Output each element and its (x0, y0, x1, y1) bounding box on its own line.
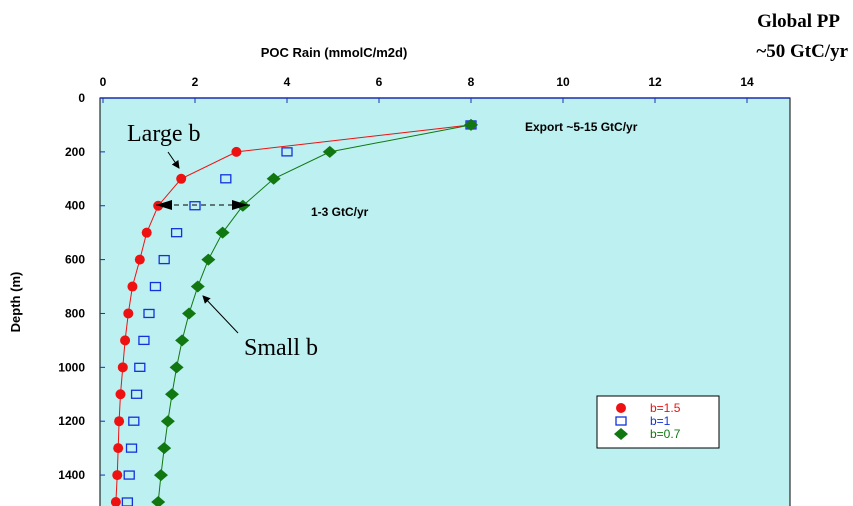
data-point-b=1.5 (113, 443, 124, 454)
data-point-b=1.5 (231, 146, 242, 157)
data-point-b=1.5 (114, 416, 125, 427)
global-pp-line2: ~50 GtC/yr (756, 41, 848, 62)
data-point-b=1 (281, 147, 293, 157)
data-point-b=1 (134, 362, 146, 372)
data-point-b=1.5 (115, 389, 126, 400)
data-point-b=1.5 (112, 470, 123, 481)
data-point-b=1.5 (176, 173, 187, 184)
x-tick-label: 0 (100, 75, 107, 89)
data-point-b=1.5 (120, 335, 131, 346)
transfer-arrow-head-left (156, 200, 172, 210)
data-point-b=1 (121, 497, 134, 506)
data-point-legend-b=0.7 (614, 428, 628, 440)
data-point-b=1 (149, 281, 162, 292)
x-tick-label: 8 (468, 75, 475, 89)
y-tick-label: 200 (65, 145, 85, 159)
data-point-b=0.7 (464, 118, 478, 131)
data-point-b=1.5 (110, 497, 121, 506)
data-point-b=0.7 (151, 496, 166, 506)
data-point-b=0.7 (322, 145, 337, 158)
data-point-b=1 (158, 254, 170, 265)
data-point-b=0.7 (266, 172, 281, 185)
data-point-legend-b=1 (615, 416, 627, 426)
global-pp-line1: Global PP (757, 11, 840, 32)
export-annotation: Export ~5-15 GtC/yr (525, 120, 638, 134)
data-point-b=1.5 (117, 362, 128, 373)
large-b-arrow (167, 151, 180, 169)
data-point-b=0.7 (169, 361, 184, 374)
data-point-b=1 (123, 470, 135, 480)
data-point-b=0.7 (215, 226, 230, 239)
legend-label: b=1.5 (650, 401, 681, 415)
data-point-b=0.7 (157, 442, 172, 455)
y-tick-label: 600 (65, 253, 85, 267)
data-point-legend-b=1.5 (616, 403, 626, 413)
data-point-b=0.7 (182, 307, 197, 320)
x-tick-label: 6 (376, 75, 383, 89)
y-tick-label: 1200 (58, 414, 85, 428)
y-tick-label: 800 (65, 306, 85, 320)
data-point-b=1 (220, 174, 232, 184)
data-point-b=1 (170, 228, 183, 238)
legend: b=1.5b=1b=0.7 (596, 395, 720, 449)
data-point-b=0.7 (160, 415, 175, 428)
series-layer (110, 118, 478, 506)
data-point-b=1 (128, 416, 140, 426)
legend-label: b=0.7 (650, 427, 681, 441)
data-point-b=1.5 (127, 281, 138, 292)
series-b=1 (121, 120, 477, 506)
large-b-annotation: Large b (127, 121, 201, 147)
x-tick-label: 14 (740, 75, 754, 89)
legend-label: b=1 (650, 414, 671, 428)
data-point-b=1 (130, 389, 143, 399)
series-b=0.7 (151, 118, 478, 506)
y-tick-label: 0 (78, 91, 85, 105)
x-tick-label: 2 (192, 75, 199, 89)
data-point-b=0.7 (201, 253, 216, 266)
data-point-b=1 (125, 443, 138, 453)
data-point-b=1 (138, 335, 150, 346)
transfer-annotation: 1-3 GtC/yr (311, 205, 369, 219)
x-tick-label: 12 (648, 75, 662, 89)
y-axis: 0 200 400 600 800 1000 1200 1400 (58, 91, 105, 482)
x-tick-label: 10 (556, 75, 570, 89)
data-point-b=0.7 (175, 334, 190, 347)
y-tick-label: 400 (65, 199, 85, 213)
data-point-b=1 (189, 201, 201, 211)
y-tick-label: 1400 (58, 468, 85, 482)
small-b-annotation: Small b (244, 335, 318, 361)
data-point-b=0.7 (153, 469, 168, 482)
small-b-arrow (202, 295, 239, 334)
data-point-b=1.5 (141, 227, 152, 238)
x-axis-title: POC Rain (mmolC/m2d) (261, 45, 408, 60)
data-point-b=1.5 (153, 200, 164, 211)
x-tick-label: 4 (284, 75, 291, 89)
data-point-b=1.5 (134, 254, 145, 265)
x-axis: 0 2 4 6 8 10 12 14 (100, 75, 754, 103)
y-axis-title: Depth (m) (8, 272, 23, 333)
data-point-b=0.7 (190, 280, 205, 293)
data-point-b=0.7 (165, 388, 179, 401)
data-point-b=1 (143, 308, 155, 319)
data-point-b=1.5 (123, 308, 134, 319)
transfer-arrow-head-right (232, 200, 248, 210)
y-tick-label: 1000 (58, 360, 85, 374)
